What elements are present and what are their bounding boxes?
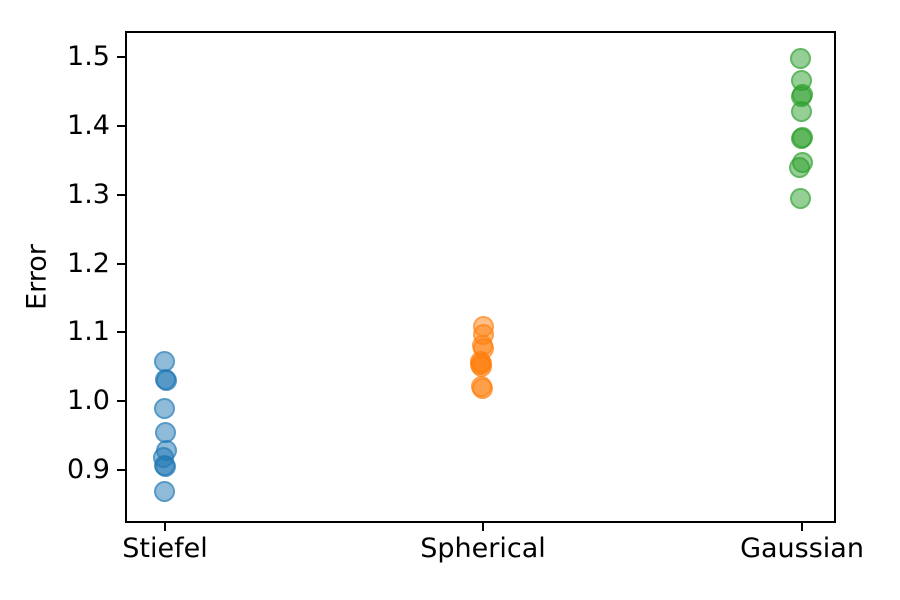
data-point-gaussian	[789, 47, 811, 69]
y-tick-label: 1.2	[67, 247, 110, 279]
data-point-stiefel	[155, 370, 177, 392]
x-tick-mark	[482, 523, 484, 531]
y-tick-label: 1.3	[67, 178, 110, 210]
data-point-gaussian	[789, 188, 811, 210]
y-tick-label: 1.1	[67, 316, 110, 348]
x-tick-label-gaussian: Gaussian	[740, 533, 864, 564]
y-tick-mark	[117, 124, 125, 127]
y-tick-label: 1.0	[67, 385, 110, 417]
y-tick-mark	[117, 193, 125, 196]
y-tick-mark	[117, 331, 125, 334]
x-tick-label-stiefel: Stiefel	[122, 533, 208, 564]
data-point-spherical	[470, 355, 492, 377]
data-point-gaussian	[790, 128, 812, 150]
y-tick-label: 0.9	[67, 453, 110, 485]
y-tick-mark	[117, 400, 125, 403]
y-axis-label: Error	[21, 244, 53, 310]
y-tick-label: 1.5	[67, 41, 110, 73]
data-point-stiefel	[154, 456, 176, 478]
data-point-spherical	[471, 377, 493, 399]
y-tick-mark	[117, 469, 125, 472]
x-tick-label-spherical: Spherical	[420, 533, 546, 564]
x-tick-mark	[164, 523, 166, 531]
x-tick-mark	[801, 523, 803, 531]
y-tick-mark	[117, 262, 125, 265]
data-point-stiefel	[153, 480, 175, 502]
plot-area	[125, 31, 836, 523]
y-tick-mark	[117, 56, 125, 59]
y-tick-label: 1.4	[67, 109, 110, 141]
data-point-gaussian	[790, 100, 812, 122]
data-point-stiefel	[153, 398, 175, 420]
data-point-gaussian	[788, 156, 810, 178]
